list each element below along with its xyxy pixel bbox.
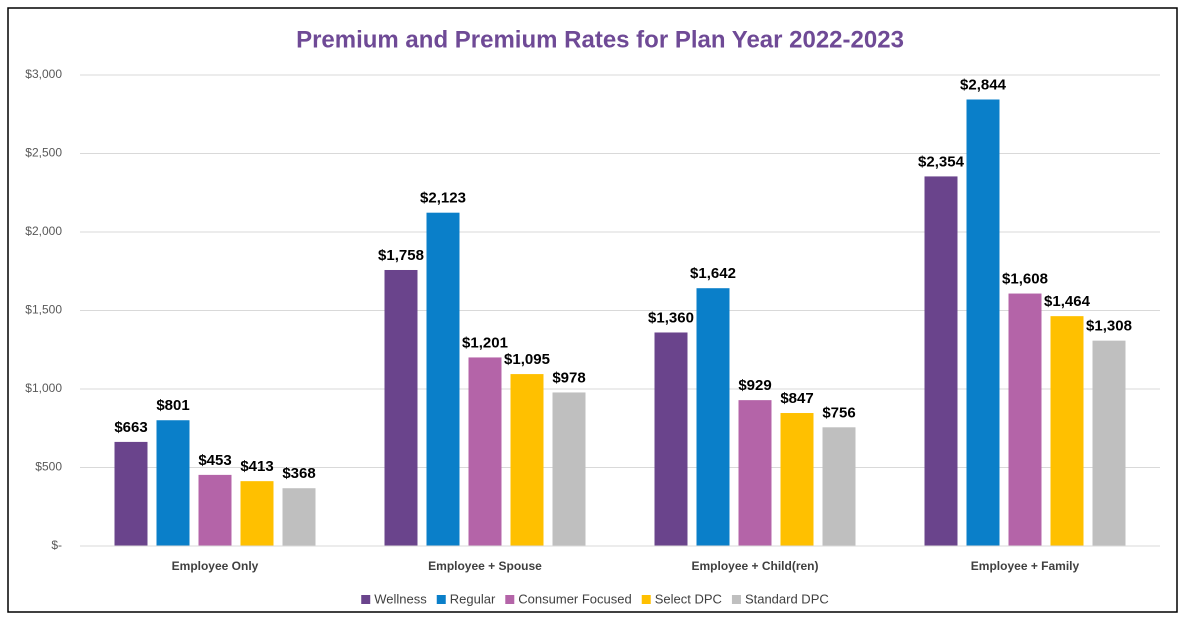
value-label: $756 — [822, 404, 855, 421]
bar — [552, 392, 586, 546]
bar — [696, 288, 730, 546]
bar — [426, 212, 460, 546]
bar — [468, 357, 502, 546]
x-tick-label: Employee Only — [172, 559, 259, 573]
value-label: $1,360 — [648, 309, 694, 326]
value-label: $2,354 — [918, 153, 965, 170]
value-label: $1,308 — [1086, 318, 1132, 335]
x-tick-label: Employee + Spouse — [428, 559, 542, 573]
value-label: $2,123 — [420, 190, 466, 207]
legend-swatch — [436, 595, 446, 604]
value-label: $1,608 — [1002, 271, 1048, 288]
value-label: $1,201 — [462, 334, 508, 351]
x-tick-label: Employee + Child(ren) — [691, 559, 818, 573]
legend-label: Select DPC — [655, 591, 722, 606]
y-tick-label: $2,500 — [25, 146, 62, 160]
y-tick-label: $1,500 — [25, 303, 62, 317]
bar — [282, 488, 316, 546]
value-label: $978 — [552, 369, 585, 386]
bar — [966, 99, 1000, 546]
chart-title: Premium and Premium Rates for Plan Year … — [296, 26, 904, 53]
bar — [924, 176, 958, 546]
value-label: $2,844 — [960, 76, 1007, 93]
value-label: $1,642 — [690, 265, 736, 282]
bar — [780, 413, 814, 546]
x-tick-label: Employee + Family — [971, 559, 1080, 573]
y-tick-label: $1,000 — [25, 381, 62, 395]
legend-label: Wellness — [374, 591, 427, 606]
bar — [738, 400, 772, 546]
bar — [1050, 316, 1084, 546]
bar — [1092, 340, 1126, 546]
value-label: $1,464 — [1044, 293, 1091, 310]
legend-label: Consumer Focused — [518, 591, 631, 606]
y-tick-label: $3,000 — [25, 67, 62, 81]
bar — [822, 427, 856, 546]
value-label: $368 — [282, 465, 315, 482]
legend-swatch — [641, 595, 651, 604]
y-tick-label: $- — [51, 538, 62, 552]
legend-swatch — [361, 595, 371, 604]
value-label: $801 — [156, 397, 189, 414]
value-label: $847 — [780, 390, 813, 407]
y-tick-label: $500 — [35, 460, 62, 474]
bar — [240, 481, 274, 546]
bar — [510, 374, 544, 546]
legend-label: Regular — [450, 591, 496, 606]
legend-swatch — [731, 595, 741, 604]
value-label: $413 — [240, 458, 273, 475]
bar — [156, 420, 190, 546]
legend-swatch — [505, 595, 515, 604]
value-label: $453 — [198, 452, 231, 469]
bar — [654, 332, 688, 546]
legend-label: Standard DPC — [745, 591, 829, 606]
value-label: $663 — [114, 419, 147, 436]
bar — [1008, 293, 1042, 546]
value-label: $929 — [738, 377, 771, 394]
bar — [114, 441, 148, 546]
value-label: $1,758 — [378, 247, 424, 264]
bar — [198, 474, 232, 546]
y-tick-label: $2,000 — [25, 224, 62, 238]
value-label: $1,095 — [504, 351, 550, 368]
bar — [384, 269, 418, 546]
